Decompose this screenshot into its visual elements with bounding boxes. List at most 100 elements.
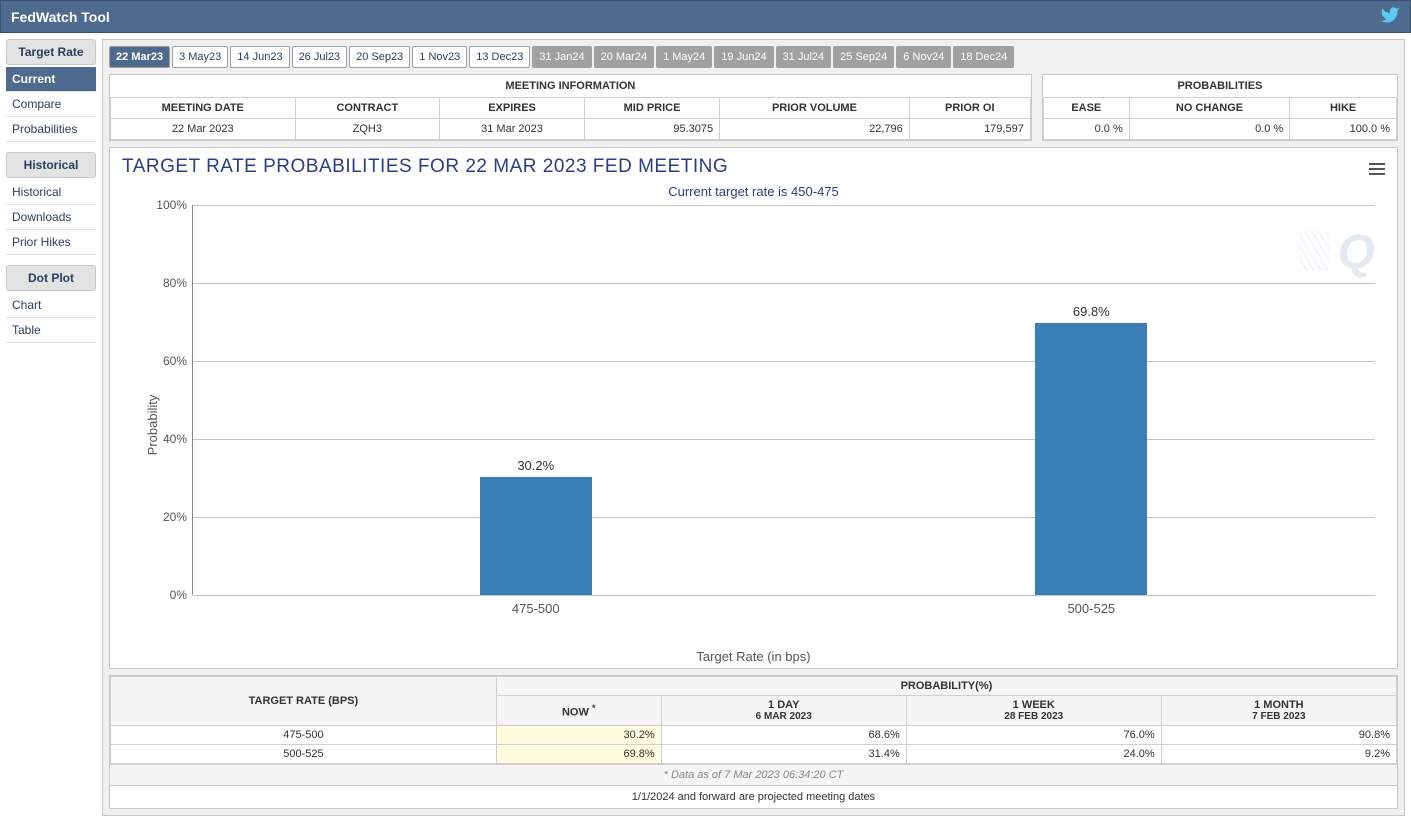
y-tick-label: 100% xyxy=(156,198,193,212)
header-bar: FedWatch Tool xyxy=(0,0,1411,33)
chart-menu-icon[interactable] xyxy=(1369,160,1385,178)
meeting-info-header: CONTRACT xyxy=(295,98,440,119)
prob-hist-cell: 30.2% xyxy=(496,726,661,745)
prob-hist-cell: 90.8% xyxy=(1161,726,1396,745)
meeting-info-table: MEETING DATECONTRACTEXPIRESMID PRICEPRIO… xyxy=(110,97,1031,140)
date-tab[interactable]: 1 May24 xyxy=(656,46,712,68)
prob-hist-cell: 69.8% xyxy=(496,745,661,764)
prob-hist-cell: 9.2% xyxy=(1161,745,1396,764)
prob-hist-rate-cell: 475-500 xyxy=(111,726,497,745)
prob-hist-group-header: PROBABILITY(%) xyxy=(496,677,1396,696)
date-tab[interactable]: 1 Nov23 xyxy=(412,46,467,68)
probability-history-table: TARGET RATE (BPS)PROBABILITY(%)NOW *1 DA… xyxy=(110,676,1397,764)
x-axis-label: Target Rate (in bps) xyxy=(122,649,1385,664)
prob-cell: 0.0 % xyxy=(1043,119,1129,140)
prob-header: HIKE xyxy=(1290,98,1397,119)
sidebar-item-downloads[interactable]: Downloads xyxy=(6,205,96,230)
gridline xyxy=(193,205,1375,206)
prob-hist-cell: 76.0% xyxy=(906,726,1161,745)
y-tick-label: 60% xyxy=(163,354,193,368)
meeting-info-cell: 22,796 xyxy=(720,119,910,140)
chart-subtitle: Current target rate is 450-475 xyxy=(122,184,1385,199)
app-title: FedWatch Tool xyxy=(11,9,110,25)
meeting-info-title: MEETING INFORMATION xyxy=(110,75,1031,97)
twitter-icon[interactable] xyxy=(1380,5,1400,28)
prob-header: EASE xyxy=(1043,98,1129,119)
date-tab[interactable]: 19 Jun24 xyxy=(714,46,773,68)
prob-hist-cell: 68.6% xyxy=(661,726,906,745)
date-tab[interactable]: 22 Mar23 xyxy=(109,46,170,68)
prob-hist-rate-header: TARGET RATE (BPS) xyxy=(111,677,497,726)
gridline xyxy=(193,283,1375,284)
date-tab[interactable]: 3 May23 xyxy=(172,46,228,68)
prob-hist-cell: 31.4% xyxy=(661,745,906,764)
bar-value-label: 69.8% xyxy=(1073,304,1110,323)
meeting-info-cell: 179,597 xyxy=(909,119,1030,140)
gridline xyxy=(193,517,1375,518)
date-tab[interactable]: 20 Mar24 xyxy=(594,46,654,68)
probabilities-title: PROBABILITIES xyxy=(1043,75,1397,97)
prob-hist-rate-cell: 500-525 xyxy=(111,745,497,764)
meeting-info-cell: 95.3075 xyxy=(584,119,719,140)
y-tick-label: 0% xyxy=(170,588,193,602)
sidebar-section-title: Dot Plot xyxy=(6,265,96,291)
date-tab[interactable]: 26 Jul23 xyxy=(292,46,348,68)
prob-header: NO CHANGE xyxy=(1129,98,1289,119)
x-tick-label: 475-500 xyxy=(512,595,560,616)
meeting-info-header: PRIOR VOLUME xyxy=(720,98,910,119)
projected-note: 1/1/2024 and forward are projected meeti… xyxy=(109,786,1398,809)
sidebar-item-current[interactable]: Current xyxy=(6,67,96,92)
bar-value-label: 30.2% xyxy=(517,458,554,477)
gridline xyxy=(193,361,1375,362)
prob-hist-period-header: 1 WEEK28 FEB 2023 xyxy=(906,696,1161,726)
y-tick-label: 40% xyxy=(163,432,193,446)
probability-history-panel: TARGET RATE (BPS)PROBABILITY(%)NOW *1 DA… xyxy=(109,675,1398,786)
sidebar-item-chart[interactable]: Chart xyxy=(6,293,96,318)
chart-title: TARGET RATE PROBABILITIES FOR 22 MAR 202… xyxy=(122,156,1385,178)
plot-region: 0%20%40%60%80%100%30.2%475-50069.8%500-5… xyxy=(192,205,1375,595)
probabilities-panel: PROBABILITIES EASENO CHANGEHIKE 0.0 %0.0… xyxy=(1042,74,1398,141)
date-tab[interactable]: 25 Sep24 xyxy=(833,46,894,68)
prob-hist-period-header: NOW * xyxy=(496,696,661,726)
meeting-info-cell: 31 Mar 2023 xyxy=(440,119,585,140)
date-tab[interactable]: 31 Jan24 xyxy=(532,46,591,68)
y-tick-label: 80% xyxy=(163,276,193,290)
gridline xyxy=(193,439,1375,440)
date-tab[interactable]: 6 Nov24 xyxy=(896,46,951,68)
meeting-info-panel: MEETING INFORMATION MEETING DATECONTRACT… xyxy=(109,74,1032,141)
sidebar-item-compare[interactable]: Compare xyxy=(6,92,96,117)
probabilities-table: EASENO CHANGEHIKE 0.0 %0.0 %100.0 % xyxy=(1043,97,1397,140)
prob-hist-cell: 24.0% xyxy=(906,745,1161,764)
chart-panel: TARGET RATE PROBABILITIES FOR 22 MAR 202… xyxy=(109,147,1398,669)
sidebar-item-table[interactable]: Table xyxy=(6,318,96,343)
sidebar-section-title: Historical xyxy=(6,152,96,178)
sidebar-section-title: Target Rate xyxy=(6,39,96,65)
date-tab[interactable]: 31 Jul24 xyxy=(776,46,832,68)
content-area: 22 Mar233 May2314 Jun2326 Jul2320 Sep231… xyxy=(102,39,1405,816)
chart-area: Q Probability 0%20%40%60%80%100%30.2%475… xyxy=(122,205,1385,645)
date-tabs: 22 Mar233 May2314 Jun2326 Jul2320 Sep231… xyxy=(109,46,1398,68)
y-tick-label: 20% xyxy=(163,510,193,524)
sidebar-item-historical[interactable]: Historical xyxy=(6,180,96,205)
meeting-info-header: EXPIRES xyxy=(440,98,585,119)
prob-hist-period-header: 1 MONTH7 FEB 2023 xyxy=(1161,696,1396,726)
x-tick-label: 500-525 xyxy=(1067,595,1115,616)
meeting-info-cell: 22 Mar 2023 xyxy=(111,119,296,140)
chart-bar[interactable]: 30.2% xyxy=(480,477,592,595)
date-tab[interactable]: 13 Dec23 xyxy=(469,46,530,68)
gridline xyxy=(193,595,1375,596)
y-axis-label: Probability xyxy=(145,395,160,456)
meeting-info-header: MID PRICE xyxy=(584,98,719,119)
sidebar-item-prior-hikes[interactable]: Prior Hikes xyxy=(6,230,96,255)
date-tab[interactable]: 18 Dec24 xyxy=(953,46,1014,68)
prob-hist-period-header: 1 DAY6 MAR 2023 xyxy=(661,696,906,726)
sidebar-item-probabilities[interactable]: Probabilities xyxy=(6,117,96,142)
date-tab[interactable]: 20 Sep23 xyxy=(349,46,410,68)
sidebar: Target RateCurrentCompareProbabilities Hi… xyxy=(6,39,96,816)
chart-bar[interactable]: 69.8% xyxy=(1035,323,1147,595)
prob-cell: 100.0 % xyxy=(1290,119,1397,140)
prob-cell: 0.0 % xyxy=(1129,119,1289,140)
meeting-info-header: PRIOR OI xyxy=(909,98,1030,119)
meeting-info-cell: ZQH3 xyxy=(295,119,440,140)
date-tab[interactable]: 14 Jun23 xyxy=(230,46,289,68)
